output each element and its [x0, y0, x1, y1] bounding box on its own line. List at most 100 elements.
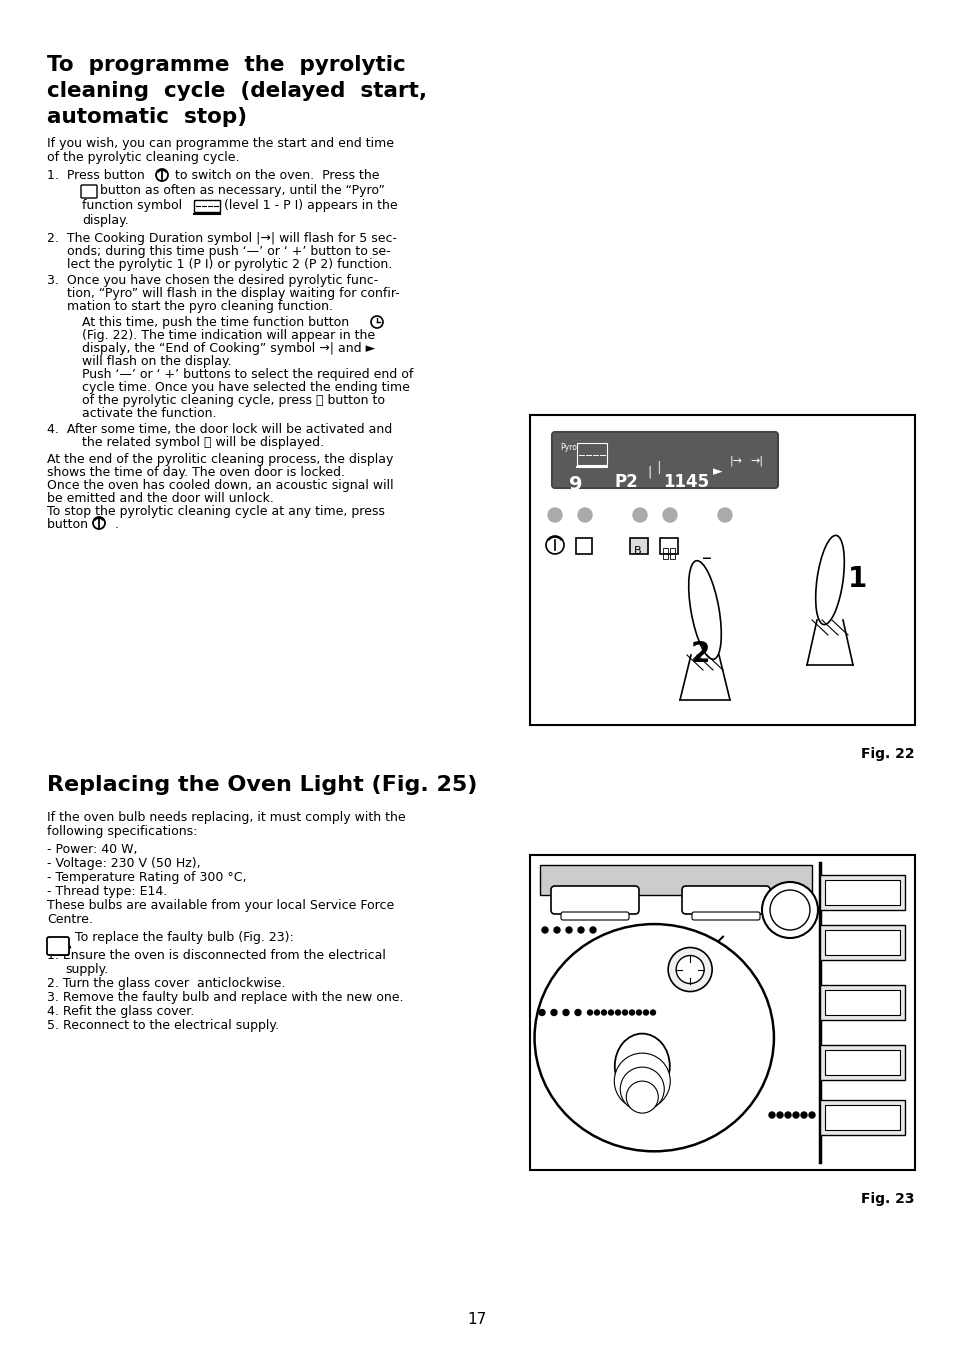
Text: automatic  stop): automatic stop): [47, 107, 247, 127]
Circle shape: [551, 1009, 557, 1016]
Circle shape: [538, 1009, 544, 1016]
Text: 3. Remove the faulty bulb and replace with the new one.: 3. Remove the faulty bulb and replace wi…: [47, 992, 403, 1004]
Circle shape: [587, 1011, 592, 1015]
Polygon shape: [820, 1046, 904, 1079]
Circle shape: [761, 882, 817, 938]
Circle shape: [633, 508, 646, 521]
Text: will flash on the display.: will flash on the display.: [82, 355, 232, 367]
Bar: [530, 415, 914, 725]
Text: →|: →|: [749, 455, 762, 466]
Text: To  programme  the  pyrolytic: To programme the pyrolytic: [47, 55, 405, 76]
Polygon shape: [824, 990, 899, 1015]
Text: - Temperature Rating of 300 °C,: - Temperature Rating of 300 °C,: [47, 871, 246, 884]
Text: - Power: 40 W,: - Power: 40 W,: [47, 843, 137, 857]
Text: Fig. 22: Fig. 22: [861, 747, 914, 761]
Circle shape: [547, 508, 561, 521]
Text: │: │: [655, 461, 661, 474]
Circle shape: [636, 1011, 640, 1015]
Circle shape: [371, 316, 382, 328]
Circle shape: [625, 1081, 658, 1113]
Circle shape: [801, 1112, 806, 1119]
Text: 2: 2: [690, 640, 709, 667]
Text: |: |: [646, 465, 651, 478]
Circle shape: [792, 1112, 799, 1119]
Text: display.: display.: [82, 213, 129, 227]
Circle shape: [614, 1054, 670, 1109]
Text: (level 1 - P I) appears in the: (level 1 - P I) appears in the: [224, 199, 397, 212]
Text: 2. Turn the glass cover  anticlockwise.: 2. Turn the glass cover anticlockwise.: [47, 977, 285, 990]
Text: (Fig. 22). The time indication will appear in the: (Fig. 22). The time indication will appe…: [82, 330, 375, 342]
Text: If you wish, you can programme the start and end time: If you wish, you can programme the start…: [47, 136, 394, 150]
Bar: [530, 855, 914, 1170]
Bar: [669, 549, 675, 553]
Text: lect the pyrolytic 1 (P I) or pyrolytic 2 (P 2) function.: lect the pyrolytic 1 (P I) or pyrolytic …: [47, 258, 392, 272]
Circle shape: [643, 1011, 648, 1015]
Circle shape: [578, 508, 592, 521]
Text: 1: 1: [847, 565, 866, 593]
Text: following specifications:: following specifications:: [47, 825, 197, 838]
Text: 1.  Press button: 1. Press button: [47, 169, 149, 182]
Bar: [576, 538, 592, 554]
Text: mation to start the pyro cleaning function.: mation to start the pyro cleaning functi…: [47, 300, 333, 313]
Circle shape: [156, 169, 168, 181]
Text: button: button: [47, 517, 91, 531]
Text: activate the function.: activate the function.: [82, 407, 216, 420]
Text: to switch on the oven.  Press the: to switch on the oven. Press the: [171, 169, 379, 182]
Text: If the oven bulb needs replacing, it must comply with the: If the oven bulb needs replacing, it mus…: [47, 811, 405, 824]
Circle shape: [541, 927, 547, 934]
Text: 4.  After some time, the door lock will be activated and: 4. After some time, the door lock will b…: [47, 423, 392, 436]
Text: onds; during this time push ‘—’ or ‘ +’ button to se-: onds; during this time push ‘—’ or ‘ +’ …: [47, 245, 390, 258]
Circle shape: [562, 1009, 568, 1016]
Text: –: –: [701, 549, 711, 567]
Circle shape: [578, 927, 583, 934]
FancyBboxPatch shape: [551, 886, 639, 915]
Text: function symbol: function symbol: [82, 199, 186, 212]
Text: Pyro: Pyro: [559, 443, 577, 453]
Text: - Thread type: E14.: - Thread type: E14.: [47, 885, 167, 898]
Bar: [539, 865, 811, 894]
Bar: [669, 554, 675, 559]
Text: the related symbol 🔏 will be displayed.: the related symbol 🔏 will be displayed.: [82, 436, 324, 449]
Bar: [659, 538, 678, 554]
Circle shape: [622, 1011, 627, 1015]
Circle shape: [629, 1011, 634, 1015]
Text: ☎: ☎: [50, 942, 72, 961]
Circle shape: [608, 1011, 613, 1015]
Bar: [577, 443, 606, 465]
Text: 3.  Once you have chosen the desired pyrolytic func-: 3. Once you have chosen the desired pyro…: [47, 274, 377, 286]
Text: 4. Refit the glass cover.: 4. Refit the glass cover.: [47, 1005, 194, 1019]
Text: cycle time. Once you have selected the ending time: cycle time. Once you have selected the e…: [82, 381, 410, 394]
Ellipse shape: [688, 561, 720, 659]
Text: 9: 9: [568, 476, 582, 494]
FancyBboxPatch shape: [691, 912, 760, 920]
Text: - Voltage: 230 V (50 Hz),: - Voltage: 230 V (50 Hz),: [47, 857, 200, 870]
Polygon shape: [824, 929, 899, 955]
Circle shape: [662, 508, 677, 521]
Polygon shape: [824, 1105, 899, 1129]
Text: B: B: [634, 546, 641, 557]
Text: To replace the faulty bulb (Fig. 23):: To replace the faulty bulb (Fig. 23):: [75, 931, 294, 944]
Circle shape: [589, 927, 596, 934]
Circle shape: [601, 1011, 606, 1015]
Text: be emitted and the door will unlock.: be emitted and the door will unlock.: [47, 492, 274, 505]
Text: of the pyrolytic cleaning cycle.: of the pyrolytic cleaning cycle.: [47, 151, 239, 163]
Circle shape: [575, 1009, 580, 1016]
Text: At the end of the pyrolitic cleaning process, the display: At the end of the pyrolitic cleaning pro…: [47, 453, 393, 466]
Text: Fig. 23: Fig. 23: [861, 1192, 914, 1206]
Text: Push ‘—’ or ‘ +’ buttons to select the required end of: Push ‘—’ or ‘ +’ buttons to select the r…: [82, 367, 413, 381]
Circle shape: [808, 1112, 814, 1119]
Ellipse shape: [534, 924, 773, 1151]
FancyBboxPatch shape: [560, 912, 628, 920]
Circle shape: [650, 1011, 655, 1015]
Circle shape: [545, 536, 563, 554]
Polygon shape: [820, 925, 904, 961]
FancyBboxPatch shape: [681, 886, 769, 915]
Text: dispaly, the “End of Cooking” symbol →| and ►: dispaly, the “End of Cooking” symbol →| …: [82, 342, 375, 355]
Circle shape: [619, 1067, 663, 1111]
Circle shape: [784, 1112, 790, 1119]
FancyBboxPatch shape: [552, 432, 778, 488]
Polygon shape: [820, 985, 904, 1020]
Bar: [629, 538, 647, 554]
Text: shows the time of day. The oven door is locked.: shows the time of day. The oven door is …: [47, 466, 345, 480]
Polygon shape: [824, 880, 899, 905]
